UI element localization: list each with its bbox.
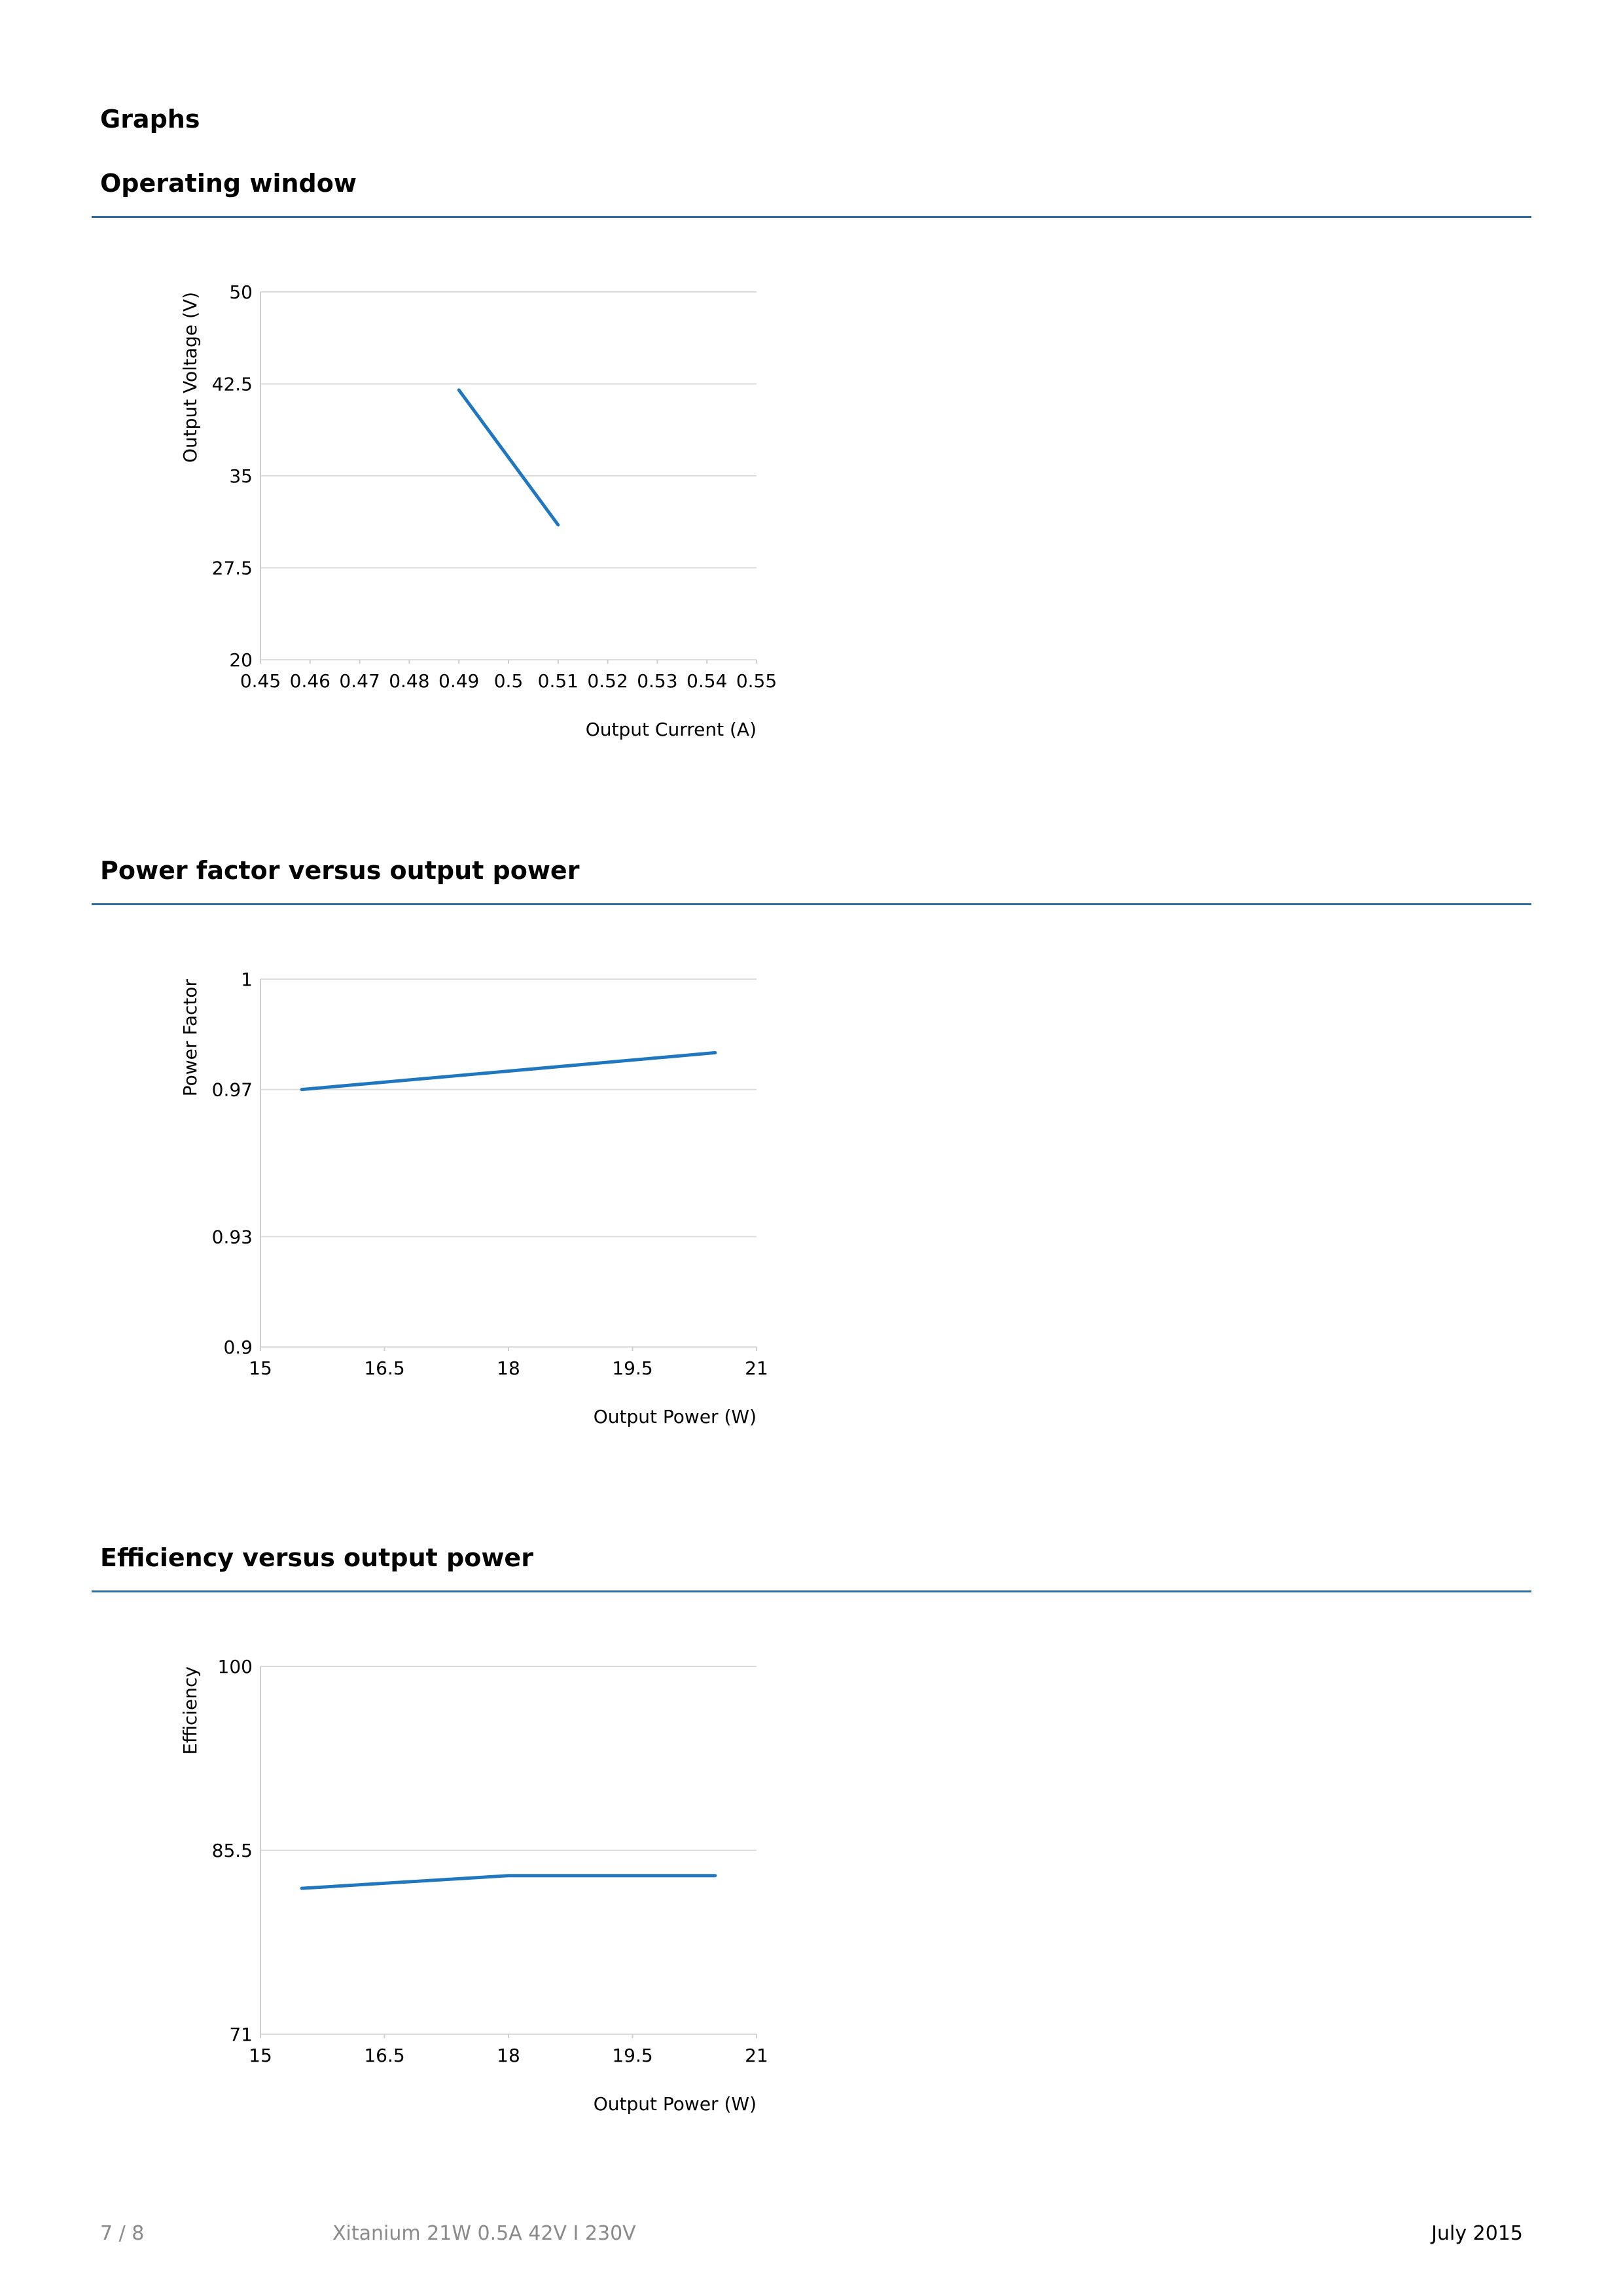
x-tick-label: 0.53 — [637, 670, 677, 692]
section-divider — [92, 903, 1531, 905]
x-tick-label: 0.55 — [736, 670, 777, 692]
y-tick-label: 0.9 — [223, 1336, 253, 1358]
x-tick-label: 18 — [497, 2045, 520, 2066]
y-tick-label: 100 — [218, 1656, 253, 1677]
x-tick-label: 19.5 — [612, 2045, 652, 2066]
x-tick-label: 0.54 — [687, 670, 727, 692]
y-axis-title: Output Voltage (V) — [179, 292, 201, 463]
y-tick-label: 20 — [229, 649, 253, 671]
section-divider — [92, 216, 1531, 218]
x-tick-label: 21 — [745, 1357, 768, 1379]
y-tick-label: 42.5 — [212, 374, 253, 395]
x-axis-title: Output Power (W) — [594, 1406, 757, 1427]
section-divider — [92, 1590, 1531, 1592]
x-tick-label: 18 — [497, 1357, 520, 1379]
operating-window-chart: 20 27.5 35 42.5 50 0.45 0.46 0.47 0.48 0.49 0.5 0.5… — [179, 281, 777, 740]
series-line — [457, 388, 560, 527]
y-tick-label: 1 — [241, 969, 253, 990]
x-tick-label: 0.45 — [240, 670, 281, 692]
series-line — [300, 1874, 717, 1890]
y-axis-title: Efficiency — [179, 1666, 201, 1755]
y-tick-label: 71 — [229, 2024, 253, 2045]
x-tick-label: 0.48 — [389, 670, 429, 692]
y-tick-label: 85.5 — [212, 1840, 253, 1861]
x-tick-label: 19.5 — [612, 1357, 652, 1379]
footer-product-name: Xitanium 21W 0.5A 42V I 230V — [332, 2222, 636, 2245]
section-title-operating-window: Operating window — [100, 169, 357, 198]
x-tick-label: 16.5 — [364, 2045, 404, 2066]
y-tick-label: 50 — [229, 281, 253, 303]
x-axis-title: Output Power (W) — [594, 2093, 757, 2115]
section-title-efficiency: Efficiency versus output power — [100, 1543, 533, 1572]
power-factor-chart: 0.9 0.93 0.97 1 15 16.5 18 19.5 21 Output Power (… — [179, 969, 768, 1427]
footer-date: July 2015 — [1431, 2222, 1523, 2245]
x-tick-label: 21 — [745, 2045, 768, 2066]
x-tick-label: 15 — [249, 2045, 272, 2066]
footer-page-number: 7 / 8 — [100, 2222, 145, 2245]
section-title-power-factor: Power factor versus output power — [100, 856, 580, 885]
x-tick-label: 16.5 — [364, 1357, 404, 1379]
x-tick-label: 0.47 — [339, 670, 380, 692]
x-tick-label: 0.51 — [538, 670, 579, 692]
y-tick-label: 35 — [229, 465, 253, 487]
y-tick-label: 0.93 — [212, 1226, 253, 1247]
series-line — [300, 1050, 717, 1092]
y-axis-title: Power Factor — [179, 979, 201, 1097]
x-tick-label: 0.52 — [587, 670, 628, 692]
x-axis-title: Output Current (A) — [586, 719, 757, 740]
page-heading: Graphs — [100, 105, 200, 134]
y-tick-label: 27.5 — [212, 558, 253, 579]
x-tick-label: 0.46 — [290, 670, 330, 692]
efficiency-chart: 71 85.5 100 15 16.5 18 19.5 21 Output Power (W) E… — [179, 1656, 768, 2115]
x-tick-label: 0.5 — [494, 670, 524, 692]
y-tick-label: 0.97 — [212, 1079, 253, 1101]
x-tick-label: 15 — [249, 1357, 272, 1379]
x-tick-label: 0.49 — [438, 670, 479, 692]
